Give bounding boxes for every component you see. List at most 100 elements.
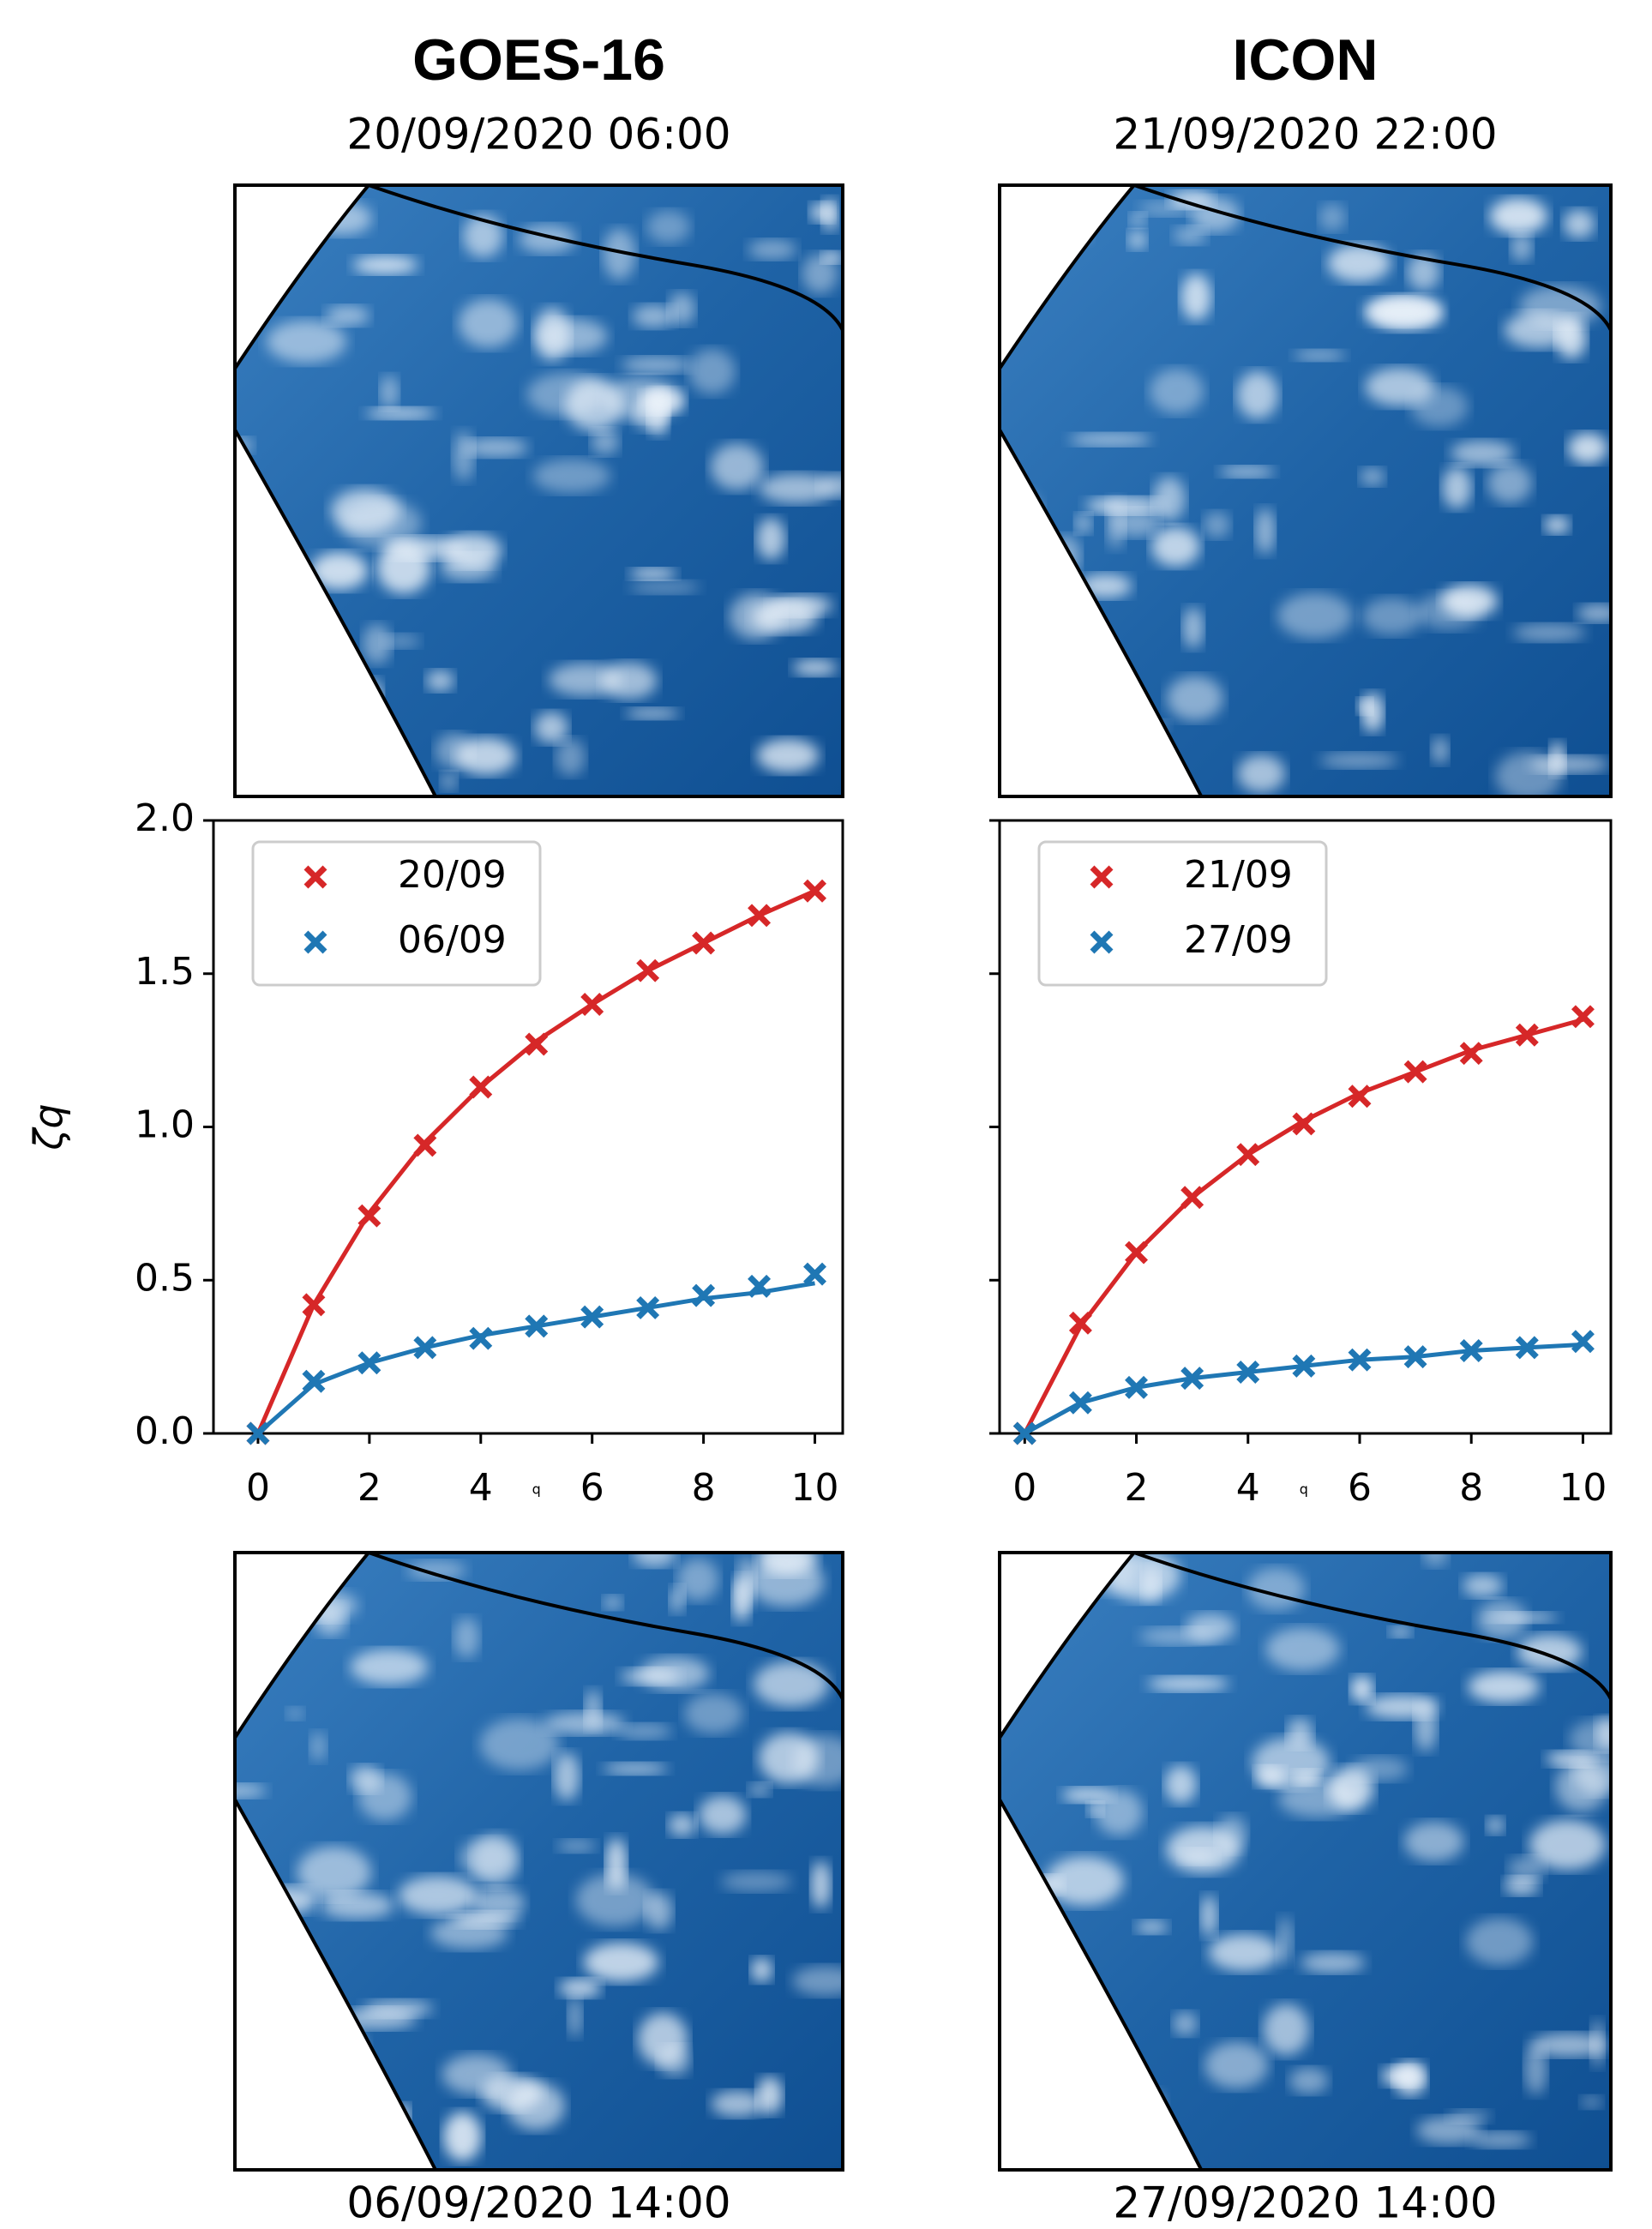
x-tick-label: 6 bbox=[580, 1466, 604, 1510]
map-image bbox=[1000, 1553, 1611, 2170]
marker bbox=[748, 1274, 772, 1298]
cloud bbox=[1442, 466, 1472, 509]
cloud bbox=[629, 568, 677, 580]
cloud bbox=[1138, 201, 1195, 216]
cloud bbox=[646, 210, 691, 243]
map-panel bbox=[998, 1551, 1613, 2172]
cloud bbox=[1147, 1676, 1229, 1691]
marker bbox=[1515, 1023, 1539, 1047]
map-frame bbox=[998, 183, 1613, 798]
map-panel bbox=[998, 183, 1613, 798]
land bbox=[235, 1553, 371, 1741]
cloud bbox=[1203, 511, 1230, 538]
cloud bbox=[1529, 1819, 1606, 1871]
cloud bbox=[363, 1999, 434, 2018]
cloud bbox=[1365, 1695, 1439, 1719]
cloud bbox=[340, 499, 422, 548]
cloud bbox=[1363, 297, 1441, 326]
cloud bbox=[1486, 1816, 1505, 1835]
map-frame bbox=[233, 183, 844, 798]
cloud bbox=[352, 255, 418, 274]
marker bbox=[1403, 1060, 1427, 1084]
marker bbox=[1292, 1354, 1316, 1378]
map-frame bbox=[998, 1551, 1613, 2172]
cloud bbox=[633, 1553, 676, 1567]
cloud bbox=[266, 320, 347, 363]
cloud bbox=[384, 536, 465, 560]
column-title: ICON bbox=[1233, 27, 1379, 93]
y-tick-label: 0.0 bbox=[135, 1409, 195, 1453]
cloud bbox=[362, 623, 392, 664]
cloud bbox=[321, 1892, 394, 1920]
coastline bbox=[1133, 185, 1611, 369]
map-image bbox=[235, 1553, 843, 2170]
cloud bbox=[1254, 1766, 1286, 1787]
cloud bbox=[1361, 598, 1422, 635]
cloud bbox=[464, 438, 528, 457]
cloud bbox=[1381, 2065, 1423, 2087]
cloud bbox=[349, 1765, 381, 1793]
marker bbox=[692, 931, 716, 955]
cloud bbox=[1519, 285, 1601, 327]
cloud bbox=[625, 707, 680, 719]
cloud bbox=[1301, 1952, 1366, 1974]
cloud bbox=[1360, 467, 1385, 486]
cloud bbox=[406, 1560, 467, 1580]
legend-label: 20/09 bbox=[398, 853, 507, 897]
cloud bbox=[601, 662, 658, 700]
marker bbox=[357, 1204, 381, 1228]
cloud bbox=[1319, 753, 1399, 768]
cloud bbox=[554, 1751, 580, 1801]
cloud bbox=[1219, 466, 1275, 478]
cloud bbox=[575, 1873, 655, 1927]
cloud bbox=[668, 292, 695, 326]
marker bbox=[1180, 1186, 1204, 1210]
marker bbox=[1292, 1112, 1316, 1136]
x-tick-label: 6 bbox=[1348, 1466, 1372, 1510]
marker bbox=[1459, 1338, 1483, 1362]
cloud bbox=[1416, 2116, 1481, 2144]
marker bbox=[525, 1314, 549, 1338]
cloud bbox=[1470, 2131, 1532, 2148]
cloud bbox=[632, 304, 675, 328]
cloud bbox=[380, 375, 399, 409]
cloud bbox=[297, 1846, 372, 1899]
cloud bbox=[1263, 2004, 1310, 2056]
cloud bbox=[454, 1617, 480, 1659]
cloud bbox=[1204, 2041, 1269, 2089]
cloud bbox=[1416, 592, 1481, 630]
marker bbox=[636, 958, 660, 982]
land bbox=[1000, 426, 1204, 796]
cloud bbox=[1166, 676, 1223, 721]
cloud bbox=[758, 1732, 820, 1784]
cloud bbox=[1431, 736, 1449, 765]
land bbox=[235, 185, 371, 372]
x-tick-label: 10 bbox=[791, 1466, 839, 1510]
cloud bbox=[1185, 1613, 1236, 1643]
cloud bbox=[1277, 592, 1354, 639]
x-tick-label: 2 bbox=[1125, 1466, 1149, 1510]
x-axis-label: q bbox=[532, 1481, 541, 1498]
cloud bbox=[583, 1943, 659, 1982]
marker bbox=[1068, 1391, 1092, 1415]
cloud bbox=[568, 1996, 583, 2038]
cloud bbox=[640, 388, 685, 414]
cloud bbox=[1106, 497, 1126, 550]
cloud bbox=[603, 228, 636, 280]
cloud bbox=[748, 1557, 825, 1607]
cloud bbox=[688, 349, 736, 394]
cloud bbox=[1512, 623, 1586, 641]
cloud bbox=[285, 1707, 304, 1721]
cloud bbox=[1216, 1815, 1247, 1853]
timestamp: 06/09/2020 14:00 bbox=[346, 2178, 730, 2228]
cloud bbox=[1265, 1627, 1340, 1671]
cloud bbox=[325, 305, 370, 326]
cloud bbox=[1182, 607, 1204, 649]
x-tick-label: 8 bbox=[692, 1466, 716, 1510]
cloud bbox=[1450, 440, 1515, 466]
cloud bbox=[556, 738, 586, 777]
marker bbox=[1571, 1005, 1595, 1029]
marker bbox=[302, 1293, 326, 1317]
cloud bbox=[1543, 516, 1571, 534]
cloud bbox=[1555, 315, 1587, 359]
